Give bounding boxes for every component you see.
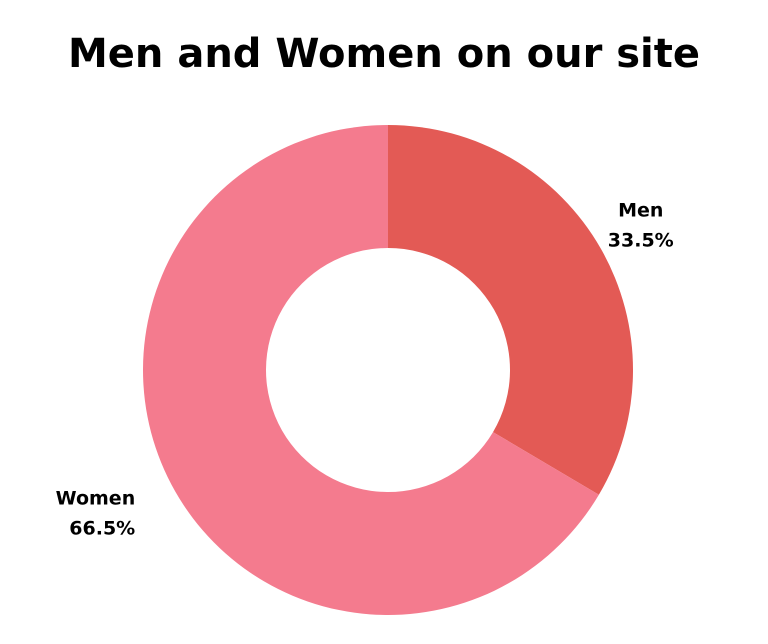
slice-label: Men xyxy=(618,199,663,221)
slice-label: Women xyxy=(56,488,136,510)
slice-value-label: 33.5% xyxy=(608,229,674,251)
chart-title: Men and Women on our site xyxy=(68,31,700,77)
donut-slice xyxy=(388,125,633,495)
donut-slice xyxy=(142,125,599,616)
slice-value-label: 66.5% xyxy=(69,518,135,540)
